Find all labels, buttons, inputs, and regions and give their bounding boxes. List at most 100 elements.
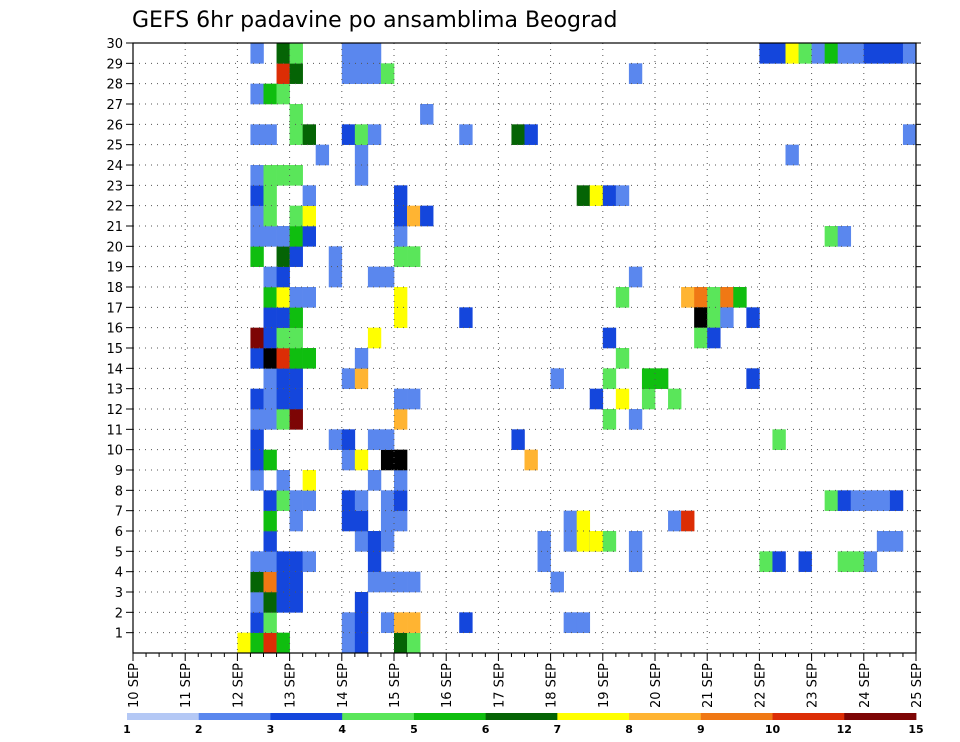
heatmap-cell — [550, 368, 564, 389]
heatmap-cell — [341, 124, 356, 145]
heatmap-cell — [289, 409, 303, 430]
heatmap-cell — [380, 490, 395, 511]
heatmap-cell — [394, 307, 408, 328]
x-tick-label: 17 SEP — [492, 663, 507, 708]
heatmap-cell — [263, 348, 277, 369]
heatmap-cell — [394, 449, 408, 471]
heatmap-cell — [250, 632, 264, 654]
heatmap-cell — [524, 124, 538, 145]
heatmap-cell — [289, 63, 303, 84]
heatmap-cell — [289, 571, 303, 593]
heatmap-cell — [394, 246, 408, 267]
x-tick-label: 13 SEP — [284, 663, 299, 708]
heatmap-cell — [263, 388, 277, 410]
x-tick-label: 18 SEP — [545, 663, 560, 708]
heatmap-cell — [394, 470, 408, 491]
heatmap-cell — [237, 632, 251, 654]
heatmap-cell — [367, 124, 382, 145]
heatmap-cell — [289, 307, 303, 328]
heatmap-cells — [237, 43, 917, 654]
heatmap-cell — [694, 287, 708, 308]
heatmap-cell — [328, 266, 343, 288]
y-tick-label: 12 — [106, 403, 123, 418]
x-tick-label: 24 SEP — [858, 663, 873, 708]
heatmap-cell — [628, 266, 643, 288]
heatmap-cell — [341, 490, 356, 511]
heatmap-cell — [772, 551, 786, 572]
heatmap-cell — [263, 510, 277, 532]
y-tick-label: 17 — [106, 301, 123, 316]
heatmap-cell — [263, 205, 277, 227]
heatmap-cell — [328, 246, 343, 267]
heatmap-cell — [589, 388, 604, 410]
y-tick-label: 14 — [106, 362, 123, 377]
x-tick-label: 10 SEP — [127, 663, 142, 708]
heatmap-cell — [341, 63, 356, 84]
chart-title: GEFS 6hr padavine po ansamblima Beograd — [132, 8, 618, 33]
heatmap-cell — [263, 531, 277, 552]
heatmap-cell — [263, 449, 277, 471]
heatmap-cell — [367, 266, 382, 288]
heatmap-cell — [602, 368, 617, 389]
heatmap-cell — [524, 449, 538, 471]
heatmap-cell — [589, 531, 604, 552]
colorbar-label: 10 — [765, 723, 781, 736]
heatmap-cell — [367, 470, 382, 491]
heatmap-cell — [263, 612, 277, 633]
heatmap-cell — [263, 368, 277, 389]
heatmap-cell — [276, 470, 290, 491]
heatmap-cell — [511, 429, 525, 450]
heatmap-cell — [354, 43, 369, 64]
heatmap-cell — [354, 531, 369, 552]
heatmap-cell — [394, 287, 408, 308]
y-tick-label: 7 — [115, 505, 123, 520]
heatmap-cell — [289, 490, 303, 511]
colorbar-swatch — [629, 713, 702, 720]
heatmap-cell — [367, 43, 382, 64]
heatmap-cell — [250, 205, 264, 227]
colorbar-label: 9 — [697, 723, 705, 736]
heatmap-cell — [354, 449, 369, 471]
y-axis-ticks: 1234567891011121314151617181920212223242… — [106, 37, 921, 642]
heatmap-cell — [276, 307, 290, 328]
heatmap-cell — [380, 531, 395, 552]
heatmap-cell — [276, 592, 290, 613]
heatmap-cell — [367, 63, 382, 84]
heatmap-cell — [602, 409, 617, 430]
heatmap-cell — [341, 612, 356, 633]
heatmap-cell — [824, 43, 838, 64]
heatmap-cell — [785, 144, 799, 166]
heatmap-cell — [380, 612, 395, 633]
heatmap-cell — [459, 124, 473, 145]
x-tick-label: 21 SEP — [701, 663, 716, 708]
heatmap-cell — [537, 531, 551, 552]
heatmap-cell — [276, 409, 290, 430]
heatmap-cell — [380, 266, 395, 288]
heatmap-cell — [263, 83, 277, 105]
y-tick-label: 19 — [106, 261, 123, 276]
heatmap-cell — [276, 63, 290, 84]
y-tick-label: 22 — [106, 200, 123, 215]
heatmap-cell — [394, 409, 408, 430]
heatmap-cell — [263, 307, 277, 328]
colorbar-label: 1 — [123, 723, 131, 736]
heatmap-cell — [863, 490, 878, 511]
heatmap-cell — [250, 551, 264, 572]
heatmap-cell — [615, 388, 630, 410]
y-tick-label: 20 — [106, 240, 123, 255]
y-tick-label: 28 — [106, 78, 123, 93]
heatmap-cell — [367, 327, 382, 349]
colorbar-swatch — [772, 713, 845, 720]
heatmap-cell — [459, 612, 473, 633]
heatmap-cell — [367, 429, 382, 450]
heatmap-cell — [837, 226, 852, 247]
heatmap-cell — [341, 632, 356, 654]
heatmap-cell — [772, 429, 786, 450]
colorbar-label: 3 — [267, 723, 275, 736]
heatmap-cell — [902, 43, 917, 64]
x-tick-label: 22 SEP — [753, 663, 768, 708]
heatmap-cell — [276, 43, 290, 64]
heatmap-cell — [563, 510, 577, 532]
heatmap-cell — [276, 226, 290, 247]
